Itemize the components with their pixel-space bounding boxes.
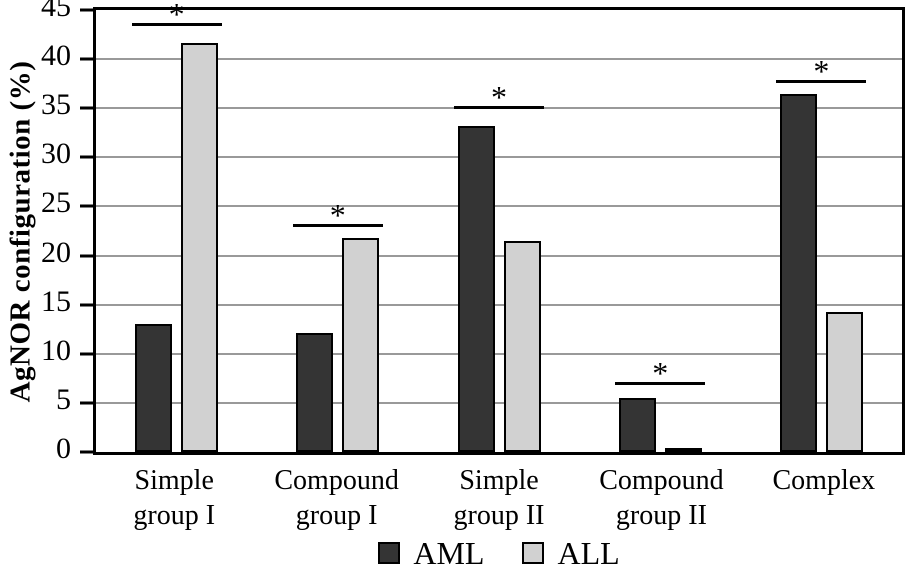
significance-line-3	[454, 106, 544, 110]
category-label-4: Compound group II	[599, 465, 724, 531]
y-tick-label-0: 0	[56, 432, 71, 465]
y-tick-mark-25	[80, 204, 93, 208]
bar-aml-group-2	[296, 333, 334, 452]
y-tick-label-40: 40	[41, 39, 71, 73]
y-tick-label-10: 10	[41, 333, 71, 367]
bar-aml-group-4	[618, 397, 656, 452]
group-1: *	[96, 0, 257, 452]
y-tick-label-45: 45	[41, 0, 71, 23]
y-tick-mark-30	[80, 155, 93, 159]
significance-asterisk-3: *	[491, 79, 507, 116]
y-axis-tick-labels: 0 5 10 15 20 25 30 35 40 45	[0, 0, 93, 464]
significance-line-4	[615, 382, 706, 386]
bar-all-group-1	[181, 43, 219, 452]
y-tick-mark-20	[80, 254, 93, 258]
significance-marker-2: *	[292, 197, 383, 234]
y-tick-mark-35	[80, 106, 93, 110]
bar-aml-group-5	[779, 93, 817, 452]
legend-label-all: ALL	[557, 535, 620, 571]
category-label-1: Simple group I	[133, 465, 216, 531]
legend-label-aml: AML	[413, 535, 485, 571]
y-tick-label-35: 35	[41, 88, 71, 122]
significance-marker-1: *	[131, 0, 222, 32]
significance-line-1	[131, 22, 222, 26]
y-tick-mark-10	[80, 352, 93, 356]
gridline-40	[96, 58, 902, 61]
y-tick-label-5: 5	[56, 382, 71, 416]
bar-all-group-2	[342, 237, 380, 452]
y-tick-mark-40	[80, 57, 93, 61]
significance-line-2	[292, 224, 383, 228]
gridline-30	[96, 156, 902, 159]
significance-marker-5: *	[776, 52, 867, 89]
category-label-5: Complex	[772, 465, 876, 496]
plot-area: * * * * *	[80, 0, 905, 455]
gridline-20	[96, 254, 902, 257]
significance-asterisk-1: *	[168, 0, 185, 32]
bar-all-group-5	[825, 311, 863, 452]
gridline-25	[96, 205, 902, 208]
category-label-2: Compound group I	[274, 465, 399, 531]
legend-item-all: ALL	[522, 535, 620, 571]
y-tick-label-25: 25	[41, 186, 71, 220]
bar-groups: * * * * *	[96, 0, 902, 452]
significance-asterisk-5: *	[813, 52, 830, 89]
group-4: *	[580, 10, 741, 452]
significance-asterisk-4: *	[652, 355, 669, 392]
group-2: *	[257, 10, 418, 452]
y-tick-label-30: 30	[41, 137, 71, 171]
bar-aml-group-3	[457, 125, 495, 452]
category-label-3: Simple group II	[453, 465, 545, 531]
bar-all-group-3	[503, 240, 541, 452]
gridline-5	[96, 401, 902, 404]
significance-marker-3: *	[454, 79, 544, 116]
legend: AML ALL	[93, 537, 905, 569]
legend-swatch-aml	[378, 542, 401, 564]
legend-item-aml: AML	[378, 537, 484, 569]
gridline-15	[96, 303, 902, 306]
gridline-10	[96, 352, 902, 355]
bar-all-group-4	[664, 448, 702, 452]
y-tick-label-20: 20	[41, 235, 71, 269]
y-tick-label-15: 15	[41, 284, 71, 318]
y-tick-mark-15	[80, 303, 93, 307]
x-axis-category-labels: Simple group I Compound group I Simple gro…	[93, 463, 905, 533]
significance-marker-4: *	[615, 355, 706, 392]
y-tick-mark-0	[80, 450, 93, 454]
significance-line-5	[776, 79, 867, 83]
y-tick-mark-5	[80, 401, 93, 405]
legend-swatch-all	[522, 542, 545, 564]
group-3: *	[418, 10, 579, 452]
bar-aml-group-1	[135, 324, 173, 452]
group-5: *	[741, 10, 902, 452]
significance-asterisk-2: *	[329, 197, 346, 234]
y-tick-mark-45	[80, 8, 93, 12]
